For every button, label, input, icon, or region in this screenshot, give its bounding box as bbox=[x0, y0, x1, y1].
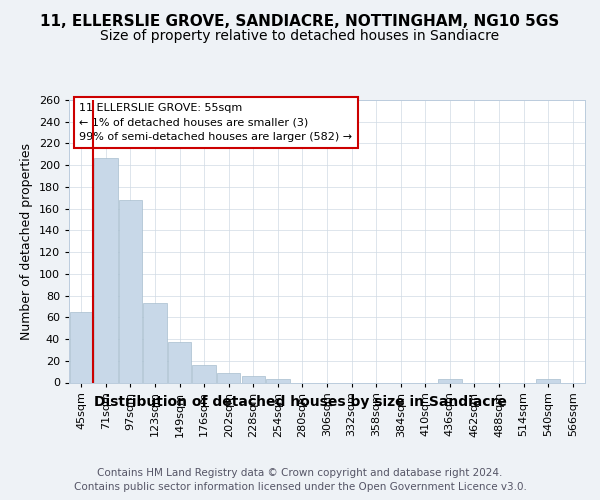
Text: Size of property relative to detached houses in Sandiacre: Size of property relative to detached ho… bbox=[100, 29, 500, 43]
Bar bbox=[217, 372, 241, 382]
Bar bbox=[70, 312, 93, 382]
Bar bbox=[143, 303, 167, 382]
Bar bbox=[266, 379, 290, 382]
Text: 11 ELLERSLIE GROVE: 55sqm
← 1% of detached houses are smaller (3)
99% of semi-de: 11 ELLERSLIE GROVE: 55sqm ← 1% of detach… bbox=[79, 103, 352, 142]
Bar bbox=[536, 379, 560, 382]
Bar bbox=[119, 200, 142, 382]
Text: 11, ELLERSLIE GROVE, SANDIACRE, NOTTINGHAM, NG10 5GS: 11, ELLERSLIE GROVE, SANDIACRE, NOTTINGH… bbox=[40, 14, 560, 29]
Bar bbox=[94, 158, 118, 382]
Text: Contains HM Land Registry data © Crown copyright and database right 2024.
Contai: Contains HM Land Registry data © Crown c… bbox=[74, 468, 526, 491]
Y-axis label: Number of detached properties: Number of detached properties bbox=[20, 143, 33, 340]
Bar bbox=[438, 379, 461, 382]
Text: Distribution of detached houses by size in Sandiacre: Distribution of detached houses by size … bbox=[94, 395, 506, 409]
Bar bbox=[193, 365, 216, 382]
Bar bbox=[242, 376, 265, 382]
Bar bbox=[168, 342, 191, 382]
